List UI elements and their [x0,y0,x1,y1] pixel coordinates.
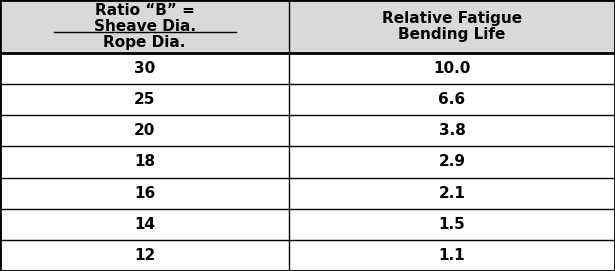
Text: Ratio “B” =: Ratio “B” = [95,3,194,18]
Bar [0,209,289,240]
Text: Sheave Dia.: Sheave Dia. [93,19,196,34]
Text: 18: 18 [134,154,155,169]
Text: 30: 30 [134,61,155,76]
Text: 20: 20 [134,123,155,138]
Bar [0,84,289,115]
Bar [289,115,615,146]
Bar [289,178,615,209]
Text: Bending Life: Bending Life [399,27,506,42]
Bar [0,115,289,146]
Bar [289,146,615,178]
Bar [289,209,615,240]
Text: 2.9: 2.9 [438,154,466,169]
Text: 16: 16 [134,186,155,201]
Text: 1.1: 1.1 [438,248,466,263]
Text: 6.6: 6.6 [438,92,466,107]
Text: Rope Dia.: Rope Dia. [103,35,186,50]
Text: 10.0: 10.0 [434,61,470,76]
Text: 1.5: 1.5 [438,217,466,232]
Text: 25: 25 [134,92,155,107]
Bar [289,0,615,53]
Bar [0,53,289,84]
Text: 12: 12 [134,248,155,263]
Bar [0,240,289,271]
Bar [289,240,615,271]
Bar [0,0,289,53]
Text: 2.1: 2.1 [438,186,466,201]
Text: 3.8: 3.8 [438,123,466,138]
Bar [0,178,289,209]
Bar [289,53,615,84]
Text: 14: 14 [134,217,155,232]
Bar [289,84,615,115]
Text: Relative Fatigue: Relative Fatigue [382,11,522,26]
Bar [0,146,289,178]
